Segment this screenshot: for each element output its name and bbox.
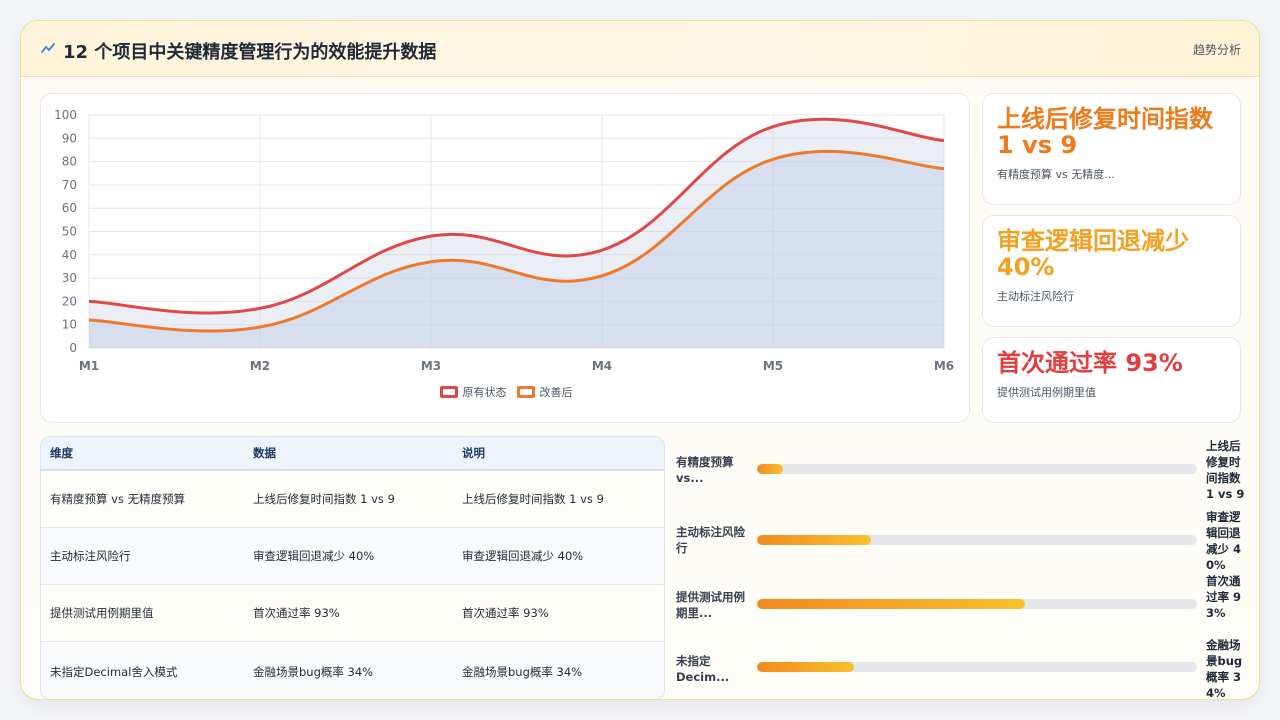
table-cell: 主动标注风险行 — [50, 549, 131, 563]
progress-row: 提供测试用例期里... 首次通过率 93% — [676, 574, 1246, 649]
kpi-caption: 主动标注风险行 — [997, 290, 1074, 303]
legend-swatch-improved — [516, 386, 535, 398]
series-line-2 — [88, 149, 945, 333]
y-tick-label: 100 — [54, 108, 77, 122]
kpi-caption: 提供测试用例期里值 — [997, 386, 1096, 399]
chart-legend: 原有状态 改善后 — [41, 384, 971, 400]
column-header-description: 说明 — [462, 446, 485, 460]
kpi-value: 上线后修复时间指数 1 vs 9 — [997, 105, 1213, 159]
y-tick-label: 20 — [62, 294, 77, 308]
x-tick-label: M1 — [79, 359, 99, 373]
table-cell: 审查逻辑回退减少 40% — [253, 549, 375, 563]
table-cell: 上线后修复时间指数 1 vs 9 — [462, 492, 604, 506]
legend-label-original: 原有状态 — [462, 386, 507, 399]
dashboard-card: 12 个项目中关键精度管理行为的效能提升数据 趋势分析 0 10 20 30 40 50 6… — [20, 20, 1260, 700]
progress-fill — [757, 599, 1026, 609]
x-tick-label: M4 — [592, 359, 612, 373]
table-row: 提供测试用例期里值 首次通过率 93% 首次通过率 93% — [41, 584, 664, 641]
data-table: 维度 数据 说明 有精度预算 vs 无精度预算 上线后修复时间指数 1 vs 9… — [40, 436, 665, 699]
progress-value: 首次通过率 93% — [1206, 574, 1242, 620]
y-tick-label: 70 — [62, 178, 77, 192]
progress-fill — [757, 535, 872, 545]
kpi-card-pass-rate: 首次通过率 93% 提供测试用例期里值 — [982, 337, 1241, 423]
progress-row: 主动标注风险行 审查逻辑回退减少 40% — [676, 510, 1246, 586]
progress-label: 未指定 Decim... — [676, 654, 730, 684]
series-line-1 — [88, 117, 945, 315]
x-tick-label: M5 — [763, 359, 783, 373]
progress-row: 有精度预算 vs... 上线后修复时间指数 1 vs 9 — [676, 439, 1246, 514]
trend-analysis-link[interactable]: 趋势分析 — [1192, 43, 1241, 57]
column-header-data: 数据 — [253, 446, 276, 460]
progress-value: 上线后修复时间指数 1 vs 9 — [1206, 439, 1245, 501]
y-tick-label: 90 — [62, 131, 77, 145]
y-tick-label: 60 — [62, 201, 77, 215]
legend-item-improved[interactable]: 改善后 — [516, 384, 573, 400]
table-cell: 未指定Decimal舍入模式 — [50, 664, 178, 679]
y-tick-label: 80 — [62, 155, 77, 169]
series-area-1 — [89, 119, 944, 348]
table-cell: 金融场景bug概率 34% — [253, 664, 374, 679]
progress-bar-list: 有精度预算 vs... 上线后修复时间指数 1 vs 9 主动标注风险行 审查逻… — [676, 436, 1246, 699]
x-tick-label: M6 — [934, 359, 954, 373]
kpi-value: 首次通过率 93% — [997, 349, 1183, 377]
table-header-row: 维度 数据 说明 — [41, 437, 664, 470]
page-title: 12 个项目中关键精度管理行为的效能提升数据 — [63, 42, 437, 63]
x-tick-label: M3 — [421, 359, 441, 373]
y-tick-label: 50 — [62, 225, 77, 239]
series-area-2 — [89, 151, 944, 348]
table-cell: 审查逻辑回退减少 40% — [462, 549, 584, 563]
progress-track — [757, 464, 1197, 474]
kpi-card-repair-time: 上线后修复时间指数 1 vs 9 有精度预算 vs 无精度... — [982, 93, 1241, 205]
kpi-card-review-rollback: 审查逻辑回退减少 40% 主动标注风险行 — [982, 215, 1241, 327]
legend-swatch-original — [439, 386, 458, 398]
progress-track — [757, 535, 1197, 545]
y-tick-label: 0 — [69, 341, 77, 355]
progress-value: 金融场景bug概率 34% — [1206, 638, 1243, 700]
progress-track — [757, 599, 1197, 609]
legend-item-original[interactable]: 原有状态 — [439, 384, 507, 400]
table-row: 有精度预算 vs 无精度预算 上线后修复时间指数 1 vs 9 上线后修复时间指… — [41, 470, 664, 527]
header-bar: 12 个项目中关键精度管理行为的效能提升数据 趋势分析 — [21, 21, 1259, 77]
table-row: 主动标注风险行 审查逻辑回退减少 40% 审查逻辑回退减少 40% — [41, 527, 664, 584]
progress-value: 审查逻辑回退减少 40% — [1206, 510, 1242, 572]
progress-label: 提供测试用例期里... — [676, 590, 745, 620]
legend-label-improved: 改善后 — [539, 386, 573, 399]
progress-label: 主动标注风险行 — [676, 525, 745, 555]
table-cell: 有精度预算 vs 无精度预算 — [50, 492, 186, 506]
kpi-caption: 有精度预算 vs 无精度... — [997, 168, 1115, 181]
table-cell: 首次通过率 93% — [253, 606, 340, 620]
table-cell: 上线后修复时间指数 1 vs 9 — [253, 492, 395, 506]
trend-chart-svg: 0 10 20 30 40 50 60 70 80 90 100 M1 M2 M3 M4 M5 M6 — [54, 108, 954, 373]
progress-fill — [757, 464, 784, 474]
progress-label: 有精度预算 vs... — [676, 455, 734, 485]
kpi-value: 审查逻辑回退减少 40% — [997, 227, 1189, 281]
x-tick-label: M2 — [250, 359, 270, 373]
y-tick-label: 30 — [62, 271, 77, 285]
progress-track — [757, 662, 1197, 672]
trend-line-icon — [41, 43, 55, 53]
progress-fill — [757, 662, 854, 672]
table-cell: 首次通过率 93% — [462, 606, 549, 620]
table-cell: 提供测试用例期里值 — [50, 606, 154, 620]
y-tick-label: 40 — [62, 248, 77, 262]
column-header-dimension: 维度 — [50, 446, 73, 460]
y-tick-label: 10 — [62, 318, 77, 332]
trend-chart: 0 10 20 30 40 50 60 70 80 90 100 M1 M2 M3 M4 M5 M6 原有状态 … — [40, 93, 970, 423]
table-row: 未指定Decimal舍入模式 金融场景bug概率 34% 金融场景bug概率 3… — [41, 641, 664, 699]
progress-row: 未指定 Decim... 金融场景bug概率 34% — [676, 638, 1246, 699]
table-cell: 金融场景bug概率 34% — [462, 664, 583, 679]
